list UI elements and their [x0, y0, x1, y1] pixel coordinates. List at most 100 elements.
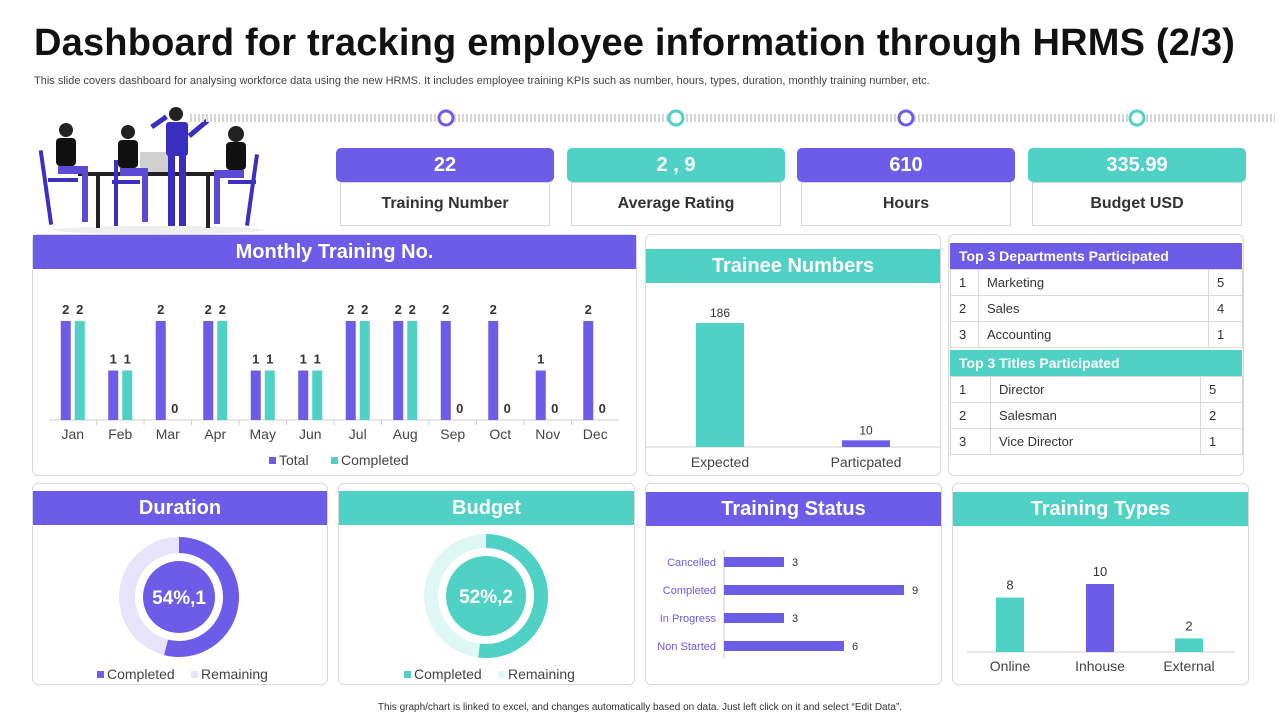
x-tick-label: Sep	[440, 426, 465, 442]
data-label: 186	[710, 306, 730, 320]
donut-center-label: 54%,1	[152, 588, 206, 609]
data-label: 1	[252, 352, 259, 367]
data-label: 1	[110, 352, 117, 367]
team-meeting-illustration	[38, 107, 263, 234]
rank-cell: 3	[950, 428, 991, 455]
table-row: 3 Accounting 1	[950, 321, 1243, 348]
data-label: 2	[395, 302, 402, 317]
name-cell: Vice Director	[990, 428, 1201, 455]
departments-header: Top 3 Departments Participated	[950, 243, 1242, 269]
table-row: 2 Salesman 2	[950, 402, 1243, 429]
x-tick-label: May	[250, 426, 276, 442]
data-label: 10	[859, 423, 873, 437]
bar-1	[842, 440, 890, 447]
bar-completed	[217, 321, 228, 420]
legend-swatch	[404, 671, 411, 678]
data-label: 3	[792, 613, 798, 625]
legend-label: Remaining	[201, 666, 268, 682]
monthly-training-panel: Monthly Training No. 2 2 Jan 1 1 Feb 2 0 Mar 2 2 Ap…	[32, 234, 637, 476]
table-row: 1 Marketing 5	[950, 269, 1243, 296]
kpi-value: 2 , 9	[567, 148, 785, 182]
table-row: 2 Sales 4	[950, 295, 1243, 322]
bar-total	[60, 321, 71, 420]
bar-completed	[312, 370, 323, 420]
count-cell: 5	[1200, 376, 1243, 403]
kpi-value: 610	[797, 148, 1015, 182]
count-cell: 2	[1200, 402, 1243, 429]
legend-swatch	[331, 457, 338, 464]
kpi-hours: 610 Hours	[797, 148, 1015, 226]
departments-table: 1 Marketing 5 2 Sales 4 3 Accounting 1	[950, 269, 1243, 348]
data-label: 9	[912, 585, 918, 597]
name-cell: Salesman	[990, 402, 1201, 429]
budget-panel: Budget 52%,2 Completed Remaining	[338, 483, 635, 685]
bar-3	[724, 641, 844, 651]
bar-1	[1086, 584, 1114, 652]
count-cell: 1	[1200, 428, 1243, 455]
donut-slice-completed	[478, 534, 548, 658]
x-tick-label: Aug	[393, 426, 418, 442]
bar-total	[440, 321, 451, 420]
training-types-panel: Training Types 8 Online 10 Inhouse 2 External	[952, 483, 1249, 685]
bar-total	[155, 321, 166, 420]
timeline-node	[437, 109, 455, 127]
legend-label: Completed	[414, 666, 482, 682]
rank-cell: 1	[950, 376, 991, 403]
x-tick-label: Jul	[349, 426, 367, 442]
duration-donut-chart: 54%,1 Completed Remaining	[97, 537, 268, 682]
kpi-value: 22	[336, 148, 554, 182]
page-title: Dashboard for tracking employee informat…	[34, 22, 1236, 64]
bar-completed	[359, 321, 370, 420]
data-label: 0	[551, 401, 558, 416]
participation-panel: Top 3 Departments Participated 1 Marketin…	[948, 234, 1244, 476]
trainee-numbers-panel: Trainee Numbers 186 Expected 10 Particpated	[645, 234, 941, 476]
budget-header: Budget	[339, 491, 634, 525]
trainee-numbers-header: Trainee Numbers	[646, 249, 940, 283]
x-tick-label: Nov	[535, 426, 560, 442]
legend-swatch	[269, 457, 276, 464]
kpi-training-number: 22 Training Number	[336, 148, 554, 226]
bar-0	[696, 323, 744, 447]
training-types-header: Training Types	[953, 492, 1248, 526]
titles-header: Top 3 Titles Participated	[950, 350, 1242, 376]
training-status-chart: Cancelled 3 Completed 9 In Progress 3 Non Star…	[657, 550, 918, 658]
data-label: 2	[62, 302, 69, 317]
bar-completed	[264, 370, 275, 420]
bar-0	[724, 557, 784, 567]
x-tick-label: Online	[990, 658, 1031, 674]
legend-swatch	[97, 671, 104, 678]
x-tick-label: External	[1163, 658, 1214, 674]
donut-slice-completed	[164, 537, 239, 657]
legend-swatch	[191, 671, 198, 678]
bar-2	[1175, 638, 1203, 652]
bar-completed	[407, 321, 418, 420]
bar-0	[996, 597, 1024, 652]
bar-total	[393, 321, 404, 420]
data-label: 2	[219, 302, 226, 317]
bar-total	[203, 321, 214, 420]
bar-2	[724, 613, 784, 623]
data-label: 10	[1093, 564, 1107, 579]
kpi-average-rating: 2 , 9 Average Rating	[567, 148, 785, 226]
kpi-label: Average Rating	[571, 182, 781, 226]
bar-completed	[122, 370, 133, 420]
count-cell: 5	[1208, 269, 1243, 296]
kpi-budget-usd: 335.99 Budget USD	[1028, 148, 1246, 226]
count-cell: 1	[1208, 321, 1243, 348]
donut-center	[446, 556, 526, 636]
timeline-node	[667, 109, 685, 127]
y-tick-label: In Progress	[660, 613, 717, 625]
kpi-label: Training Number	[340, 182, 550, 226]
data-label: 8	[1006, 578, 1013, 593]
legend-label: Completed	[341, 452, 409, 468]
data-label: 1	[537, 352, 544, 367]
data-label: 2	[585, 302, 592, 317]
data-label: 0	[456, 401, 463, 416]
data-label: 2	[347, 302, 354, 317]
rank-cell: 1	[950, 269, 979, 296]
data-label: 2	[490, 302, 497, 317]
bar-total	[250, 370, 261, 420]
y-tick-label: Non Started	[657, 641, 716, 653]
training-status-panel: Training Status Cancelled 3 Completed 9 In P…	[645, 483, 942, 685]
